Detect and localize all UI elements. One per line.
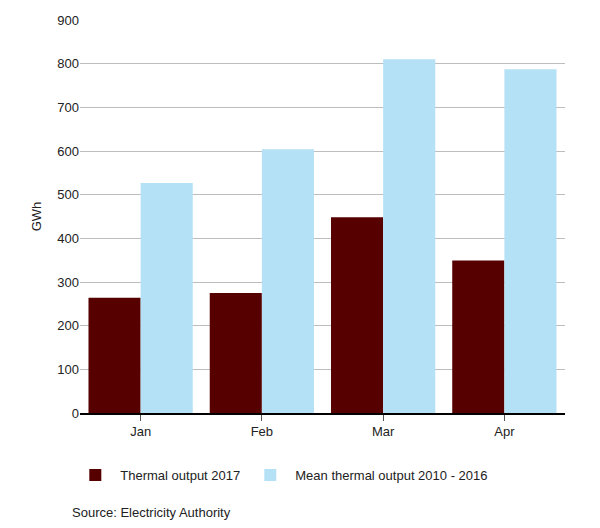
svg-text:Mar: Mar xyxy=(372,424,395,439)
svg-text:Feb: Feb xyxy=(251,424,273,439)
svg-text:Apr: Apr xyxy=(494,424,515,439)
svg-text:Source: Electricity Authority: Source: Electricity Authority xyxy=(72,505,231,520)
svg-text:Thermal output 2017: Thermal output 2017 xyxy=(120,468,240,483)
svg-text:Jan: Jan xyxy=(130,424,151,439)
svg-text:400: 400 xyxy=(57,231,79,246)
svg-text:Mean thermal output 2010 - 201: Mean thermal output 2010 - 2016 xyxy=(295,468,487,483)
svg-text:100: 100 xyxy=(57,362,79,377)
svg-text:700: 700 xyxy=(57,100,79,115)
svg-text:600: 600 xyxy=(57,144,79,159)
svg-text:800: 800 xyxy=(57,56,79,71)
svg-text:0: 0 xyxy=(72,406,79,421)
svg-text:300: 300 xyxy=(57,275,79,290)
svg-text:500: 500 xyxy=(57,187,79,202)
svg-text:900: 900 xyxy=(57,13,79,28)
svg-text:GWh: GWh xyxy=(29,202,44,232)
svg-text:200: 200 xyxy=(57,318,79,333)
